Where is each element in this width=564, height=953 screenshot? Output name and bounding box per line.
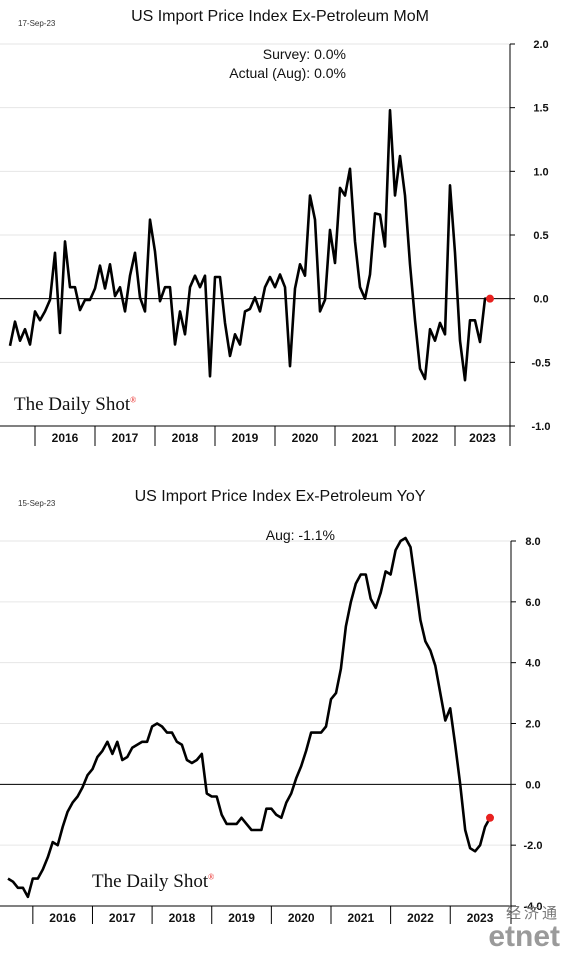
aug-annotation: Aug: -1.1%	[265, 527, 335, 543]
x-tick-label: 2019	[232, 431, 259, 445]
actual-annotation: Actual (Aug): 0.0%	[229, 65, 346, 81]
y-tick-label: 1.0	[533, 166, 548, 178]
yoy-chart: 8.0 6.0 4.0 2.0 0.0 -2.0 -4.0 2016 2017 2018 2019 2…	[0, 536, 543, 925]
mom-chart: 2.0 1.5 1.0 0.5 0.0 -0.5 -1.0 2016 2017 2018 2019 2…	[0, 39, 551, 446]
x-tick-label: 2018	[172, 431, 199, 445]
y-tick-label: 6.0	[525, 597, 540, 609]
x-tick-label: 2019	[228, 911, 255, 925]
mom-chart-panel: 2.0 1.5 1.0 0.5 0.0 -0.5 -1.0 2016 2017 2018 2019 2…	[0, 0, 564, 460]
x-tick-label: 2016	[52, 431, 79, 445]
x-tick-label: 2023	[467, 911, 494, 925]
daily-shot-logo: The Daily Shot®	[14, 394, 137, 415]
y-tick-label: 0.0	[525, 779, 540, 791]
yoy-chart-panel: 8.0 6.0 4.0 2.0 0.0 -2.0 -4.0 2016 2017 2018 2019 2…	[0, 478, 564, 951]
chart-date: 15-Sep-23	[18, 499, 56, 508]
chart-title: US Import Price Index Ex-Petroleum MoM	[131, 8, 429, 25]
x-tick-label: 2020	[288, 911, 315, 925]
y-tick-label: 1.5	[533, 103, 548, 115]
y-tick-label: 2.0	[525, 719, 540, 731]
daily-shot-logo: The Daily Shot®	[92, 871, 215, 892]
y-tick-label: 0.5	[533, 230, 548, 242]
etnet-watermark: 经济通 etnet	[488, 905, 560, 953]
y-tick-label: 4.0	[525, 658, 540, 670]
x-tick-label: 2018	[169, 911, 196, 925]
x-tick-label: 2020	[292, 431, 319, 445]
y-tick-label: -4.0	[524, 901, 543, 913]
survey-annotation: Survey: 0.0%	[262, 46, 346, 62]
y-tick-label: -2.0	[524, 840, 543, 852]
chart-title: US Import Price Index Ex-Petroleum YoY	[134, 488, 426, 505]
x-tick-label: 2023	[469, 431, 496, 445]
latest-point-marker	[486, 813, 494, 822]
x-tick-label: 2017	[112, 431, 139, 445]
chart-date: 17-Sep-23	[18, 19, 56, 28]
x-tick-label: 2022	[412, 431, 439, 445]
x-tick-label: 2017	[109, 911, 136, 925]
series-line	[7, 536, 492, 899]
y-tick-label: 2.0	[533, 39, 548, 51]
x-tick-label: 2022	[407, 911, 434, 925]
latest-point-marker	[486, 294, 494, 303]
x-tick-label: 2021	[347, 911, 374, 925]
series-line	[8, 108, 490, 382]
y-tick-label: -0.5	[532, 357, 551, 369]
x-tick-label: 2016	[49, 911, 76, 925]
y-tick-label: 0.0	[533, 294, 548, 306]
x-tick-label: 2021	[352, 431, 379, 445]
y-tick-label: 8.0	[525, 536, 540, 548]
y-tick-label: -1.0	[532, 421, 551, 433]
